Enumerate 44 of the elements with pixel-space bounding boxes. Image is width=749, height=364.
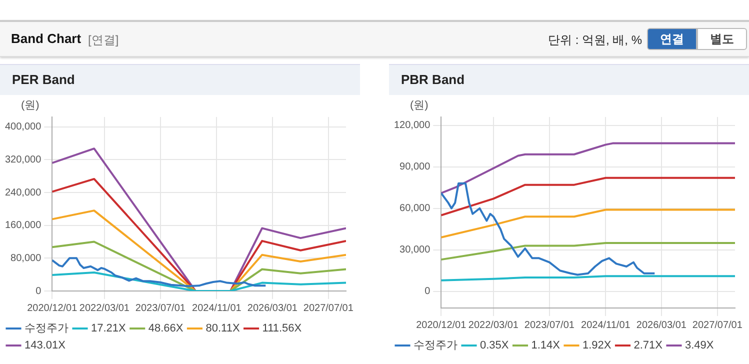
y-tick-label: 60,000 [400,203,431,214]
y-tick-label: 400,000 [4,122,42,133]
chart-title: PBR Band [389,64,749,95]
legend-label: 수정주가 [24,322,68,335]
text: [연결] [88,32,119,49]
y-tick-label: 320,000 [4,154,42,166]
y-axis-title: (원) [20,100,40,112]
legend-label: 3.49X [684,340,714,352]
x-tick-label: 2026/03/01 [636,320,687,331]
chart-title: PER Band [0,64,360,95]
x-tick-label: 2027/07/01 [692,320,743,331]
y-tick-label: 120,000 [394,120,431,132]
legend-label: 수정주가 [414,340,458,352]
y-tick-label: 80,000 [10,252,42,264]
legend-label: 1.14X [531,340,561,352]
legend-label: 1.92X [582,340,612,352]
x-tick-label: 2026/03/01 [247,302,298,314]
y-tick-label: 0 [36,286,42,297]
y-tick-label: 160,000 [4,220,42,232]
x-tick-label: 2020/12/01 [27,302,78,314]
x-tick-label: 2022/03/01 [468,320,519,331]
x-tick-label: 2027/07/01 [303,302,354,314]
text: 별도 [697,28,747,50]
x-tick-label: 2022/03/01 [79,302,130,314]
y-tick-label: 240,000 [4,187,42,198]
legend-label: 17.21X [91,322,127,335]
y-tick-label: 90,000 [400,162,431,173]
x-tick-label: 2020/12/01 [416,320,467,331]
y-tick-label: 0 [424,286,431,298]
legend-label: 0.35X [480,340,510,352]
legend-label: 143.01X [24,340,66,352]
x-tick-label: 2024/11/01 [581,320,631,331]
x-tick-label: 2023/07/01 [135,302,186,314]
text: 연결 [647,28,697,50]
legend-label: 48.66X [148,322,184,335]
y-tick-label: 30,000 [400,244,431,256]
text: 단위 : 억원, 배, % [548,32,642,49]
legend-label: 111.56X [262,322,302,335]
legend-label: 2.71X [634,340,664,352]
x-tick-label: 2023/07/01 [524,320,575,331]
y-axis-title: (원) [410,100,428,112]
legend-label: 80.11X [206,322,240,335]
x-tick-label: 2024/11/01 [192,302,242,314]
text: Band Chart [11,31,82,46]
